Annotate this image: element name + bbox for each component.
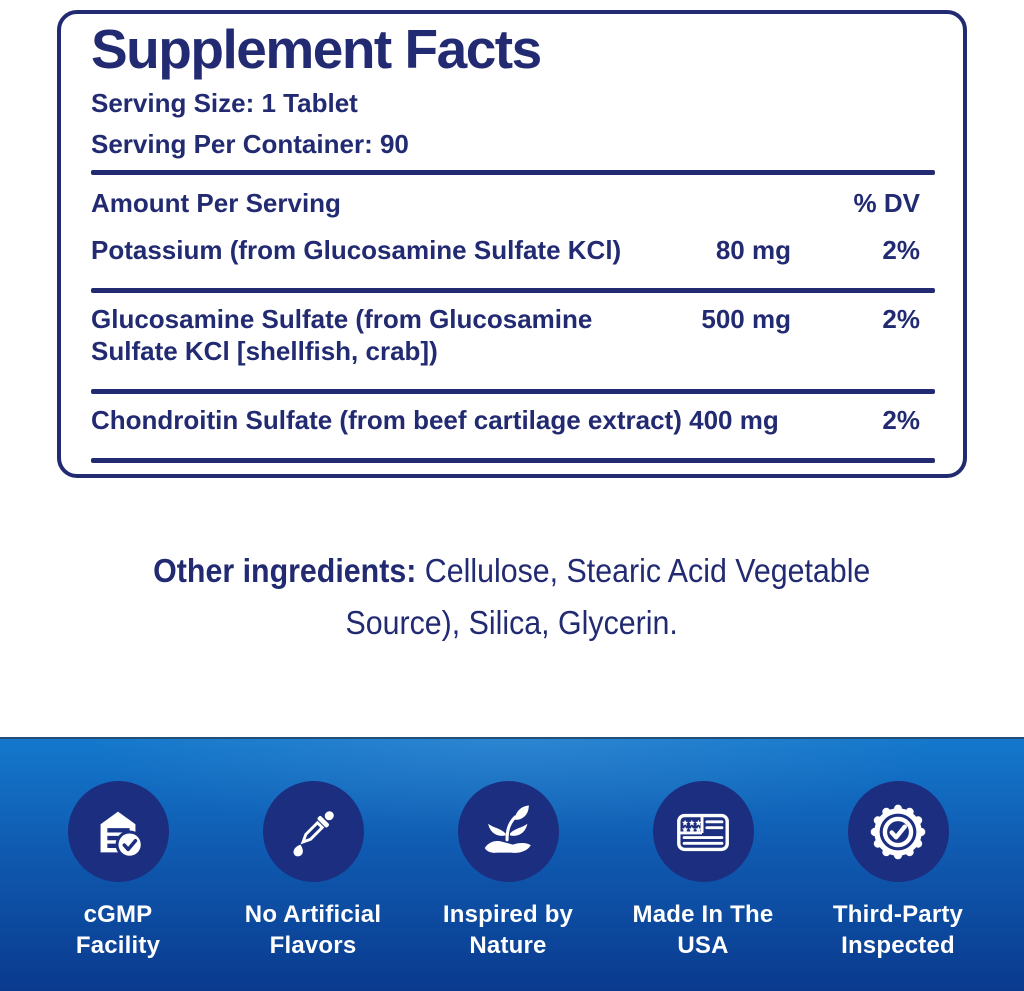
badge-caption: Made In The USA [633, 899, 774, 961]
ingredient-name: Glucosamine Sulfate (from Glucosamine Su… [91, 304, 593, 366]
badge-caption-line2: Flavors [269, 932, 357, 959]
other-ingredients-section: Other ingredients: Cellulose, Stearic Ac… [0, 552, 1024, 642]
badge-caption: Third-Party Inspected [833, 899, 963, 961]
badge-caption-line1: No Artificial [244, 901, 382, 928]
dv-header: % DV [853, 188, 920, 218]
servings-per-container: Serving Per Container: 90 [91, 129, 409, 159]
other-ingredients-line1: Other ingredients: Cellulose, Stearic Ac… [153, 552, 870, 590]
badge-caption-line1: cGMP [83, 901, 153, 928]
other-ingredients-label: Other ingredients: [153, 552, 417, 589]
badge-circle [457, 781, 559, 882]
other-ingredients-line2: Source), Silica, Glycerin. [345, 604, 679, 641]
badge-caption: Inspired by Nature [443, 899, 573, 961]
facts-title: Supplement Facts [91, 18, 542, 80]
divider-row2 [91, 389, 935, 394]
badge-caption-line2: Inspected [841, 932, 955, 959]
ingredient-amount: 80 mg [715, 235, 791, 265]
ingredient-name: Chondroitin Sulfate (from beef cartilage… [91, 405, 682, 435]
badge-caption: No Artificial Flavors [245, 899, 381, 961]
badge-no-artificial-flavors: No Artificial Flavors [238, 781, 388, 961]
badge-caption-line2: USA [677, 932, 729, 959]
ingredient-dv: 2% [882, 235, 920, 265]
badge-caption-line2: Facility [75, 932, 161, 959]
badge-third-party-inspected: Third-Party Inspected [823, 781, 973, 961]
badge-cgmp-facility: cGMP Facility [43, 781, 193, 961]
badges-row: cGMP Facility No [0, 739, 1024, 961]
divider-top [91, 170, 935, 175]
badge-caption-line1: Made In The [632, 901, 774, 928]
other-ingredients-list-part1: Cellulose, Stearic Acid Vegetable [416, 552, 871, 589]
usa-flag-icon [677, 813, 729, 851]
seal-check-icon [870, 804, 926, 859]
divider-row1 [91, 288, 935, 293]
ingredient-amount: 500 mg [701, 304, 791, 334]
badge-caption-line1: Third-Party [832, 901, 964, 928]
dv-footnote: *Daily Value (DV) not established [91, 463, 935, 474]
factory-check-icon [100, 811, 144, 859]
ingredient-name: Potassium (from Glucosamine Sulfate KCl) [91, 235, 622, 265]
ingredient-amount: 400 mg [689, 405, 779, 435]
facts-table-header: Amount Per Serving % DV [91, 175, 935, 224]
feature-badges-band: cGMP Facility No [0, 737, 1024, 991]
badge-caption-line1: Inspired by [442, 901, 574, 928]
divider-row3 [91, 458, 935, 463]
badge-caption: cGMP Facility [76, 899, 160, 961]
amount-per-serving-header: Amount Per Serving [91, 188, 341, 218]
ingredient-dv: 2% [882, 304, 920, 334]
badge-made-in-usa: Made In The USA [628, 781, 778, 961]
table-row-glucosamine: Glucosamine Sulfate (from Glucosamine Su… [91, 293, 935, 379]
badge-circle [652, 781, 754, 882]
badge-circle [262, 781, 364, 882]
serving-size: Serving Size: 1 Tablet [91, 88, 358, 118]
badge-circle [67, 781, 169, 882]
badge-circle [847, 781, 949, 882]
ingredient-dv: 2% [882, 405, 920, 435]
ingredient-name-with-amount: Chondroitin Sulfate (from beef cartilage… [91, 404, 791, 436]
dropper-icon [293, 810, 334, 856]
badge-inspired-by-nature: Inspired by Nature [433, 781, 583, 961]
badge-caption-line2: Nature [469, 932, 547, 959]
table-row-chondroitin: Chondroitin Sulfate (from beef cartilage… [91, 394, 935, 448]
plant-hand-icon [484, 804, 531, 853]
supplement-facts-panel: Supplement Facts Serving Size: 1 Tablet … [57, 10, 967, 478]
table-row-potassium: Potassium (from Glucosamine Sulfate KCl)… [91, 224, 935, 278]
